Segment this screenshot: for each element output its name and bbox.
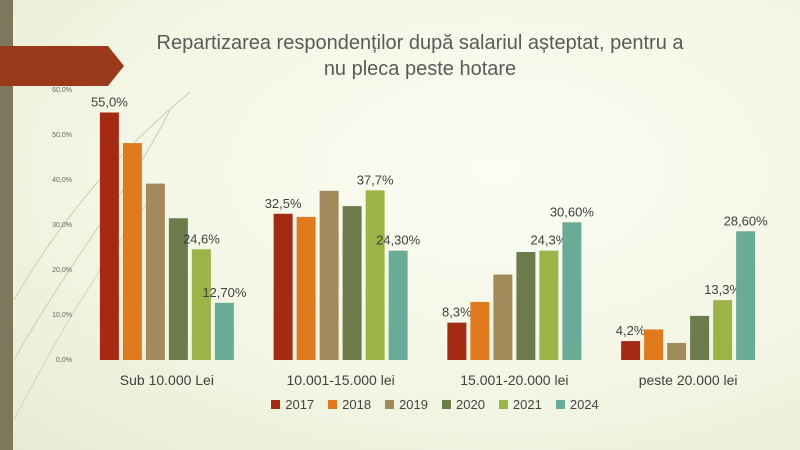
bar-2024 <box>214 302 234 360</box>
x-category-label: peste 20.000 lei <box>639 372 738 388</box>
y-tick-label: 60,0% <box>52 87 72 94</box>
legend-swatch <box>498 400 508 409</box>
legend-label: 2024 <box>569 397 599 412</box>
legend-item: 2024 <box>555 397 599 412</box>
data-label: 24,30% <box>376 233 421 248</box>
bar-2020 <box>342 206 362 360</box>
y-tick-label: 40,0% <box>52 177 72 184</box>
legend-swatch <box>385 400 395 409</box>
bar-2024 <box>736 231 756 360</box>
chart-title: Repartizarea respondenților după salariu… <box>100 30 740 82</box>
data-label: 32,5% <box>265 196 302 211</box>
data-label: 55,0% <box>91 95 128 110</box>
bar-2019 <box>319 190 339 360</box>
bar-2017 <box>273 213 293 360</box>
y-tick-label: 50,0% <box>52 132 72 139</box>
bar-2017 <box>621 341 641 360</box>
bar-2021 <box>713 300 733 360</box>
legend-label: 2021 <box>512 397 542 412</box>
data-label: 13,3% <box>704 282 741 297</box>
bar-2018 <box>644 329 664 360</box>
x-category-label: 15.001-20.000 lei <box>460 372 568 388</box>
x-category-label: 10.001-15.000 lei <box>287 372 395 388</box>
bar-2019 <box>493 274 513 360</box>
bar-2018 <box>122 143 142 360</box>
y-tick-label: 0,0% <box>56 357 72 364</box>
legend-swatch <box>271 400 281 409</box>
bar-2021 <box>191 249 211 360</box>
bar-2024 <box>388 250 408 360</box>
legend-swatch <box>328 400 338 409</box>
bar-2018 <box>470 301 490 360</box>
bar-2017 <box>99 112 119 360</box>
chart-legend: 2017 2018 2019 2020 2021 2024 <box>0 397 800 412</box>
bar-2021 <box>365 190 385 360</box>
legend-item: 2020 <box>442 397 485 412</box>
data-label: 37,7% <box>357 172 394 187</box>
x-category-label: Sub 10.000 Lei <box>120 372 214 388</box>
bar-2018 <box>296 216 316 360</box>
bar-2019 <box>667 342 687 360</box>
legend-label: 2017 <box>285 397 315 412</box>
bar-2020 <box>168 218 188 360</box>
chart-title-line-1: Repartizarea respondenților după salariu… <box>156 32 684 54</box>
data-label: 12,70% <box>202 285 247 300</box>
legend-swatch <box>555 400 565 409</box>
legend-label: 2020 <box>456 397 485 412</box>
bar-2020 <box>690 315 710 360</box>
y-tick-label: 20,0% <box>52 267 72 274</box>
legend-item: 2019 <box>385 397 428 412</box>
y-tick-label: 30,0% <box>52 222 72 229</box>
legend-label: 2019 <box>399 397 428 412</box>
bar-2020 <box>516 252 536 360</box>
data-label: 24,6% <box>183 231 220 246</box>
legend-label: 2018 <box>342 397 372 412</box>
bar-2024 <box>562 222 582 360</box>
legend-swatch <box>442 400 451 409</box>
data-label: 28,60% <box>724 213 769 228</box>
data-label: 24,3% <box>530 233 567 248</box>
sidebar-stripe <box>0 0 13 450</box>
y-tick-label: 10,0% <box>52 312 72 319</box>
data-label: 8,3% <box>442 305 472 320</box>
chart-title-line-2: nu pleca peste hotare <box>323 58 517 80</box>
legend-item: 2021 <box>498 397 542 412</box>
bar-2019 <box>145 183 165 360</box>
data-label: 4,2% <box>616 323 646 338</box>
bar-2017 <box>447 322 467 360</box>
title-accent-tab <box>0 46 124 86</box>
data-label: 30,60% <box>550 204 595 219</box>
legend-item: 2017 <box>271 397 314 412</box>
bar-2021 <box>539 250 559 360</box>
legend-item: 2018 <box>328 397 371 412</box>
